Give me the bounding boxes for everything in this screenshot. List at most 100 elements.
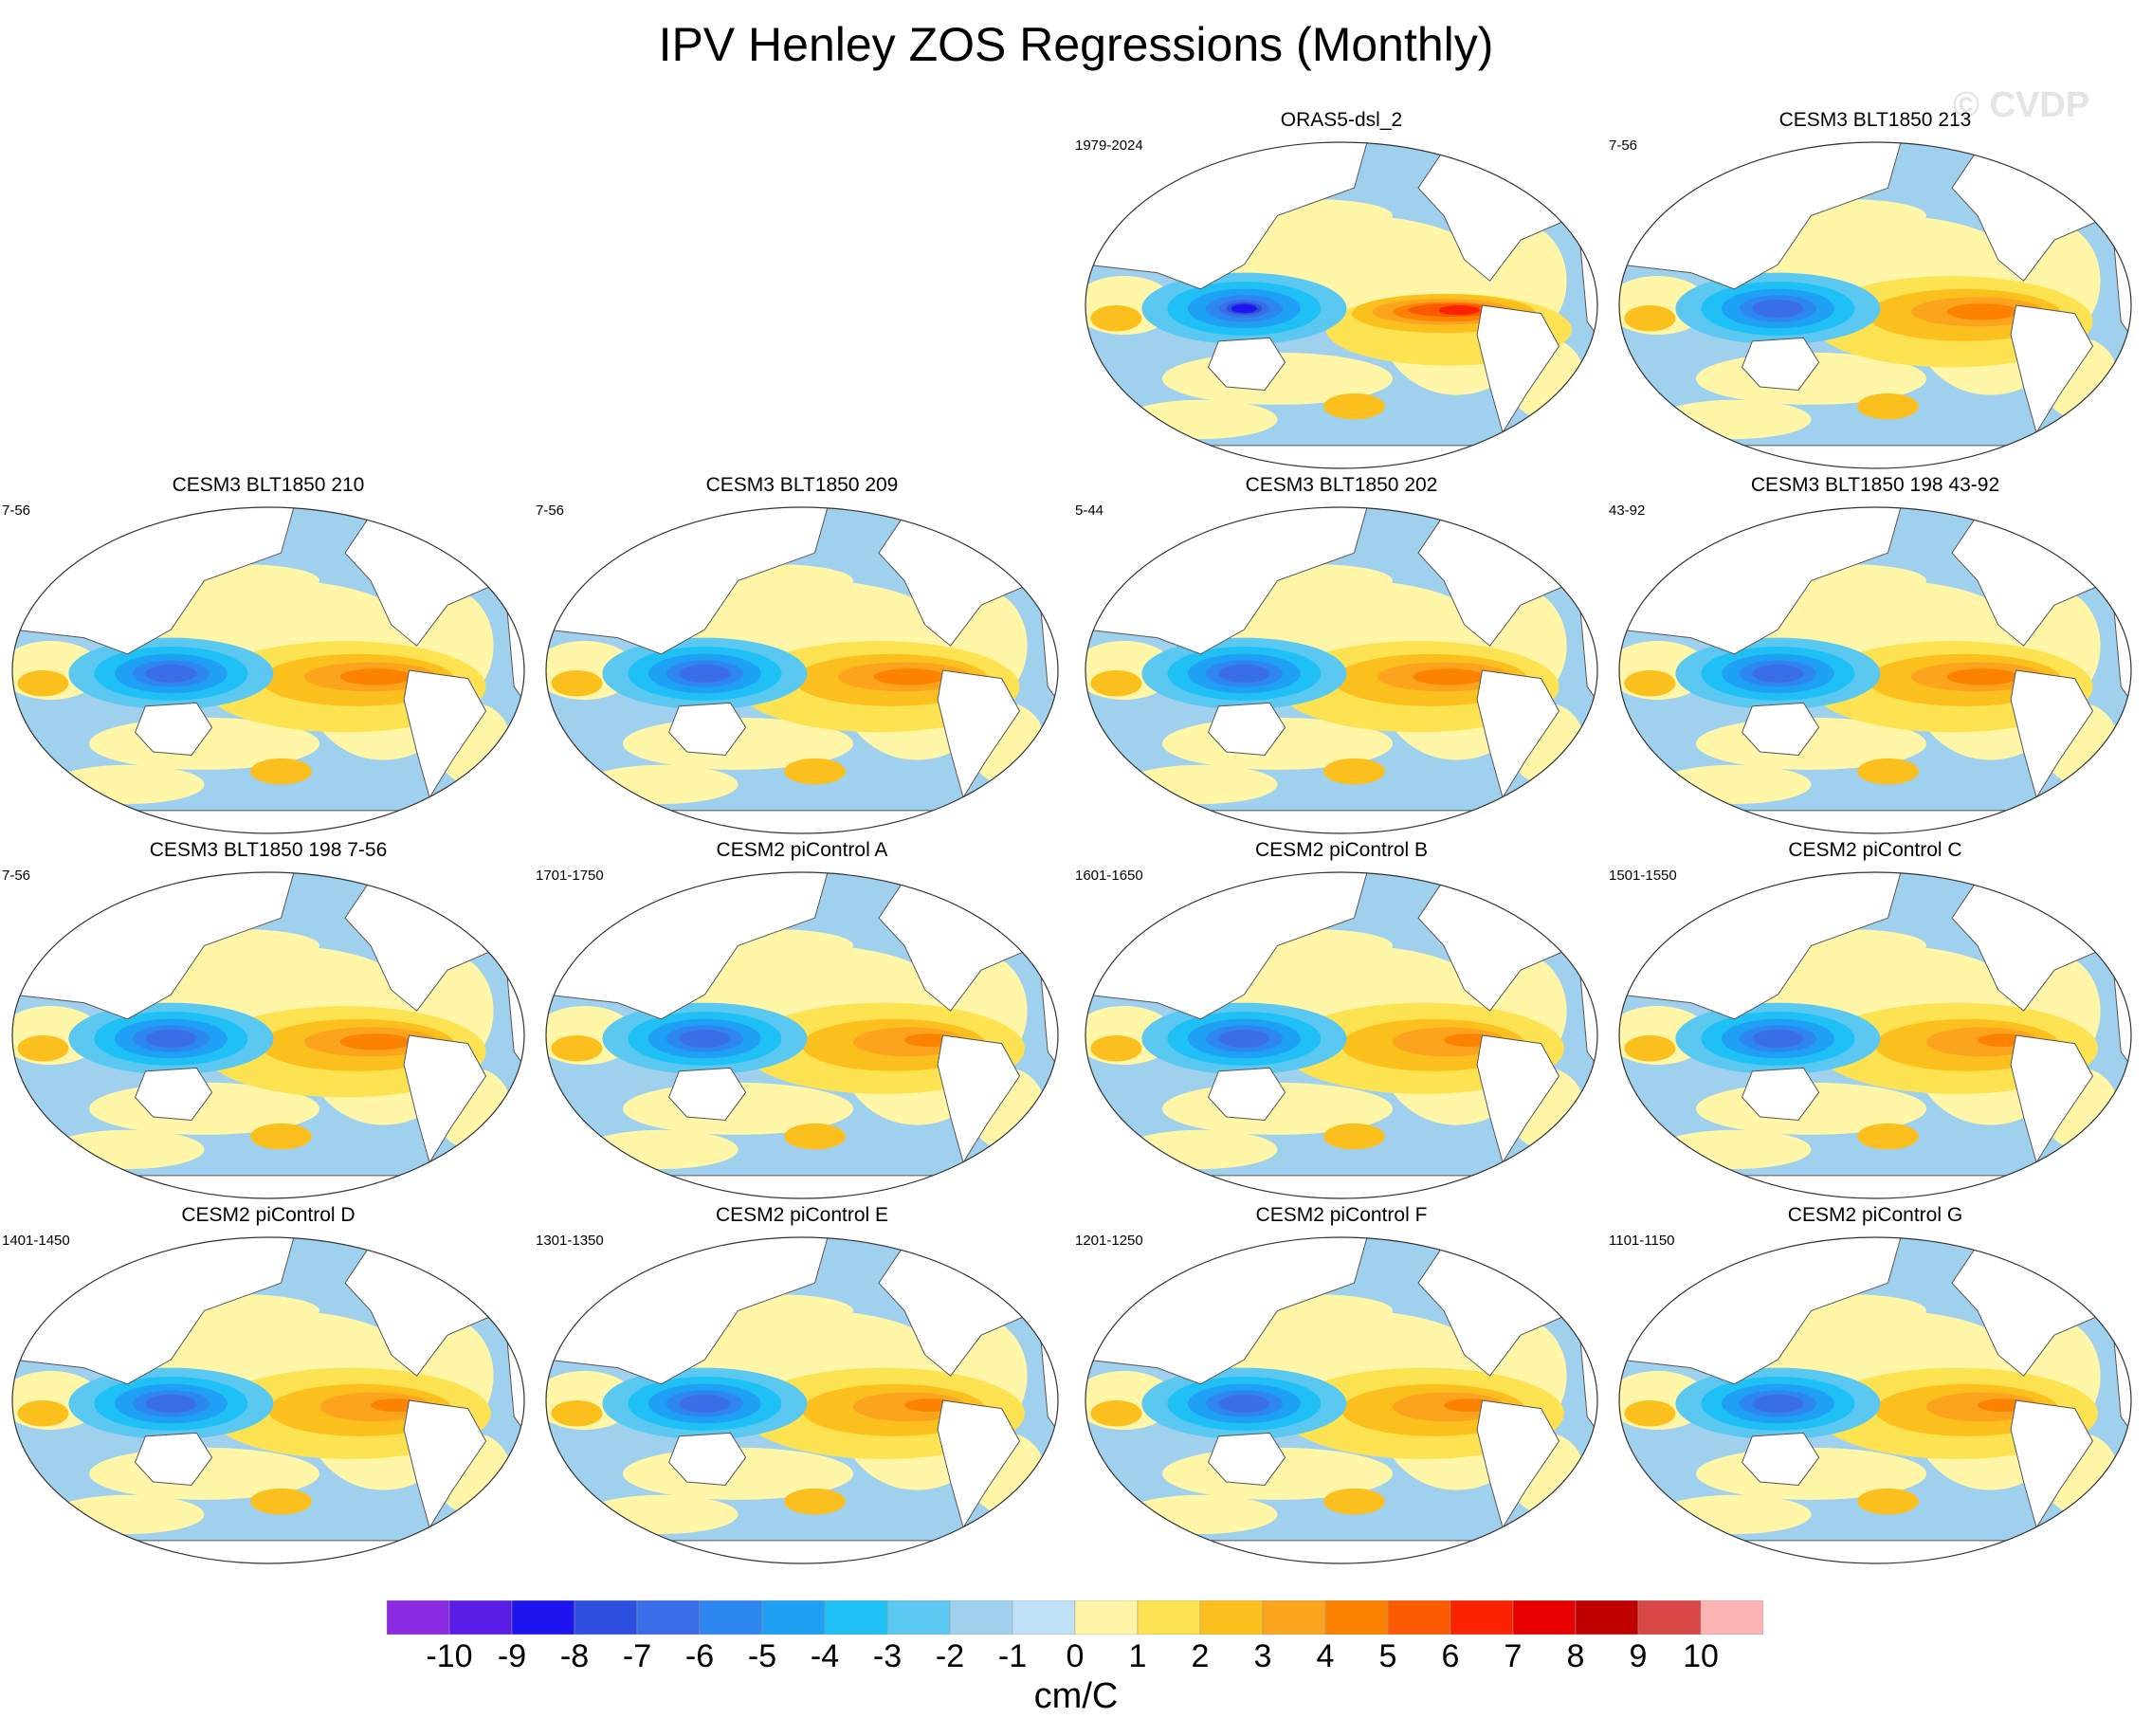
land-mass: [1085, 1175, 1597, 1198]
southern-ocean-anomaly: [784, 1123, 846, 1150]
colorbar-tick-label: -3: [872, 1638, 903, 1674]
land-mass: [1742, 1432, 1820, 1486]
indian-ocean-warm-patch: [17, 1035, 69, 1062]
land-mass: [1619, 445, 2131, 468]
panel-title: CESM2 piControl F: [1255, 1204, 1428, 1226]
panel-years: 1601-1650: [1075, 868, 1143, 884]
panel-title: CESM3 BLT1850 209: [705, 474, 899, 496]
southern-ocean-anomaly: [1323, 393, 1385, 420]
land-mass: [668, 702, 747, 756]
panel-title: CESM2 piControl G: [1787, 1204, 1963, 1226]
colorbar-swatch: [574, 1600, 638, 1635]
colorbar-swatch: [886, 1600, 951, 1635]
land-mass: [937, 1399, 1021, 1529]
panel-years: 1301-1350: [536, 1233, 604, 1249]
land-mass: [12, 810, 524, 833]
map-canvas: [1618, 871, 2132, 1199]
panel-title: CESM3 BLT1850 198 43-92: [1750, 474, 2000, 496]
map-panel: CESM2 piControl G 1101-1150: [1607, 1204, 2143, 1568]
map-canvas: [545, 1236, 1059, 1564]
map-panel: ORAS5-dsl_2 1979-2024: [1073, 109, 1610, 473]
map-outline: [11, 1236, 525, 1564]
panel-title: CESM2 piControl C: [1788, 839, 1962, 861]
positive-anomaly-region: [1123, 764, 1278, 805]
southern-ocean-anomaly: [1323, 1488, 1385, 1515]
indian-ocean-warm-patch: [1090, 1400, 1142, 1427]
colorbar-swatch: [1262, 1600, 1326, 1635]
colorbar-swatch: [699, 1600, 763, 1635]
cold-anomaly-region: [679, 1394, 731, 1413]
warm-anomaly-tongue: [1438, 305, 1480, 316]
colorbar-swatch: [1575, 1600, 1639, 1635]
colorbar-tick-label: -5: [747, 1638, 777, 1674]
warm-anomaly-tongue: [873, 668, 946, 685]
cold-anomaly-region: [679, 664, 731, 683]
map-canvas: [11, 506, 525, 834]
land-mass: [135, 702, 213, 756]
map-panel: CESM2 piControl A 1701-1750: [534, 839, 1070, 1203]
panel-title: CESM2 piControl B: [1254, 839, 1429, 861]
colorbar-tick-label: 9: [1629, 1638, 1648, 1674]
land-mass: [403, 1034, 487, 1164]
indian-ocean-warm-patch: [1624, 1035, 1676, 1062]
land-mass: [668, 1432, 747, 1486]
map-canvas: [11, 1236, 525, 1564]
colorbar-swatch: [511, 1600, 575, 1635]
map-outline: [11, 871, 525, 1199]
map-panel: CESM3 BLT1850 198 43-92 43-92: [1607, 474, 2143, 838]
colorbar-tick-label: 0: [1066, 1638, 1085, 1674]
positive-anomaly-region: [1123, 399, 1278, 440]
colorbar-tick-label: -8: [559, 1638, 590, 1674]
map-outline: [545, 506, 1059, 834]
map-panel: CESM2 piControl F 1201-1250: [1073, 1204, 1610, 1568]
land-mass: [546, 1540, 1058, 1563]
figure-title: IPV Henley ZOS Regressions (Monthly): [658, 18, 1494, 71]
southern-ocean-anomaly: [784, 1488, 846, 1515]
map-panel: CESM2 piControl E 1301-1350: [534, 1204, 1070, 1568]
panel-years: 7-56: [2, 868, 31, 884]
colorbar-tick-label: -7: [622, 1638, 652, 1674]
land-mass: [1742, 1067, 1820, 1121]
indian-ocean-warm-patch: [1624, 670, 1676, 697]
indian-ocean-warm-patch: [551, 1035, 603, 1062]
map-outline: [545, 1236, 1059, 1564]
colorbar-swatch: [1700, 1600, 1763, 1635]
panel-title: CESM3 BLT1850 213: [1778, 109, 1972, 131]
map-outline: [1618, 871, 2132, 1199]
land-mass: [1476, 1034, 1560, 1164]
land-mass: [668, 1067, 747, 1121]
panel-years: 1979-2024: [1075, 137, 1143, 154]
colorbar-swatch: [1450, 1600, 1514, 1635]
land-mass: [1085, 810, 1597, 833]
land-mass: [1619, 810, 2131, 833]
map-outline: [1085, 141, 1598, 469]
panel-title: CESM2 piControl D: [181, 1204, 356, 1226]
indian-ocean-warm-patch: [551, 670, 603, 697]
land-mass: [1742, 337, 1820, 391]
map-panel: CESM3 BLT1850 202 5-44: [1073, 474, 1610, 838]
panel-years: 1101-1150: [1609, 1233, 1675, 1249]
map-outline: [1618, 141, 2132, 469]
cold-anomaly-region: [1752, 664, 1804, 683]
map-canvas: [1085, 141, 1598, 469]
indian-ocean-warm-patch: [1090, 305, 1142, 332]
colorbar-tick-label: 3: [1253, 1638, 1272, 1674]
land-mass: [1208, 1067, 1286, 1121]
land-mass: [2010, 1399, 2094, 1529]
colorbar: [387, 1600, 1763, 1635]
cold-anomaly-region: [1218, 1394, 1270, 1413]
land-mass: [937, 669, 1021, 799]
map-outline: [1085, 506, 1598, 834]
land-mass: [1619, 1540, 2131, 1563]
panel-years: 7-56: [2, 503, 31, 519]
colorbar-swatch: [387, 1600, 450, 1635]
land-mass: [1476, 304, 1560, 434]
colorbar-swatch: [1199, 1600, 1264, 1635]
positive-anomaly-region: [1657, 764, 1812, 805]
southern-ocean-anomaly: [1857, 393, 1919, 420]
map-panel: CESM2 piControl C 1501-1550: [1607, 839, 2143, 1203]
panel-years: 1201-1250: [1075, 1233, 1143, 1249]
cold-anomaly-region: [1218, 1029, 1270, 1048]
panel-years: 43-92: [1609, 503, 1646, 519]
map-panel: CESM3 BLT1850 209 7-56: [534, 474, 1070, 838]
